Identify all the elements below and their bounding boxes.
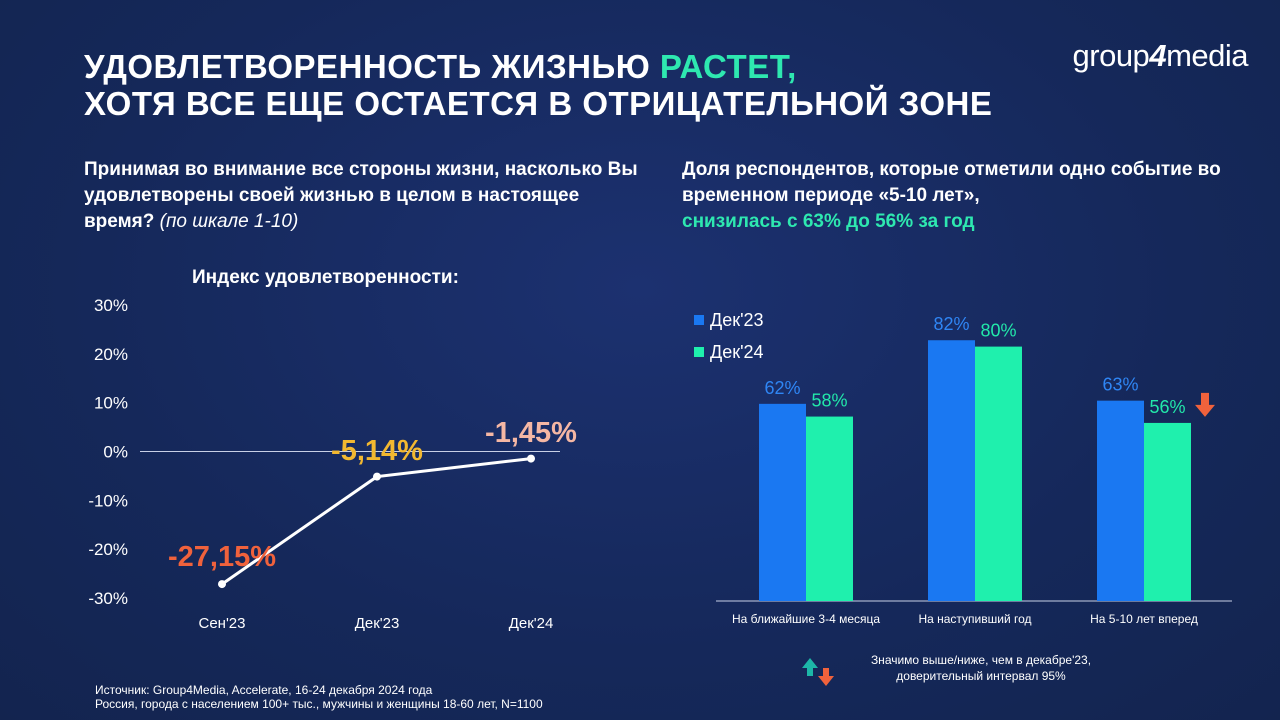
bar (1097, 400, 1144, 601)
down-arrow-icon (1195, 392, 1215, 417)
data-point (527, 454, 535, 463)
significance-note: Значимо выше/ниже, чем в декабре'23, дов… (856, 652, 1106, 684)
x-tick-label: Сен'23 (198, 615, 245, 632)
x-category-label: На 5-10 лет вперед (1090, 612, 1198, 626)
y-tick-label: 20% (94, 345, 128, 364)
bar-value-label: 62% (764, 378, 800, 398)
bar (759, 403, 806, 601)
significance-line1: Значимо выше/ниже, чем в декабре'23, (870, 653, 1092, 667)
bar-value-label: 82% (933, 314, 969, 334)
legend-item-dec24: Дек'24 (694, 336, 764, 368)
x-tick-label: Дек'23 (355, 615, 400, 632)
bar-heading-text: Доля респондентов, которые отметили одно… (682, 159, 1221, 206)
bar-value-label: 56% (1149, 397, 1185, 417)
data-label: -1,45% (485, 417, 577, 449)
legend-swatch-dec24 (694, 347, 704, 357)
y-tick-label: -30% (88, 589, 128, 608)
x-tick-label: Дек'24 (509, 615, 554, 632)
question-text: Принимая во внимание все стороны жизни, … (84, 159, 638, 232)
bar-value-label: 63% (1102, 375, 1138, 395)
bar (975, 346, 1022, 601)
y-tick-label: -20% (88, 540, 128, 559)
data-point (218, 580, 226, 589)
source-line2: Россия, города с населением 100+ тыс., м… (95, 697, 543, 711)
up-down-arrows-icon (802, 658, 834, 686)
legend-swatch-dec23 (694, 315, 704, 325)
data-label: -27,15% (168, 541, 276, 573)
survey-question: Принимая во внимание все стороны жизни, … (84, 157, 644, 235)
data-point (373, 472, 381, 481)
legend-item-dec23: Дек'23 (694, 304, 764, 336)
bar (806, 416, 853, 601)
source-footnote: Источник: Group4Media, Accelerate, 16-24… (95, 683, 543, 711)
source-line1: Источник: Group4Media, Accelerate, 16-24… (95, 683, 433, 697)
question-scale-note: (по шкале 1-10) (159, 211, 299, 232)
bar-chart-heading: Доля респондентов, которые отметили одно… (682, 157, 1242, 235)
x-category-label: На наступивший год (918, 612, 1031, 626)
bar-heading-accent: снизилась с 63% до 56% за год (682, 211, 975, 232)
bar-value-label: 58% (811, 391, 847, 411)
data-label: -5,14% (331, 435, 423, 467)
bar-value-label: 80% (980, 321, 1016, 341)
legend-label-dec24: Дек'24 (710, 341, 764, 362)
title-line1-prefix: УДОВЛЕТВОРЕННОСТЬ ЖИЗНЬЮ (84, 48, 660, 85)
bar-chart-legend: Дек'23 Дек'24 (694, 304, 764, 368)
line-chart-title: Индекс удовлетворенности: (192, 267, 459, 288)
title-line1-accent: РАСТЕТ, (659, 48, 797, 85)
significance-line2: доверительный интервал 95% (896, 669, 1066, 683)
bar (928, 340, 975, 601)
title-line2: ХОТЯ ВСЕ ЕЩЕ ОСТАЕТСЯ В ОТРИЦАТЕЛЬНОЙ ЗО… (84, 85, 993, 122)
y-tick-label: -10% (88, 491, 128, 510)
y-tick-label: 10% (94, 394, 128, 413)
slide-title: УДОВЛЕТВОРЕННОСТЬ ЖИЗНЬЮ РАСТЕТ, ХОТЯ ВС… (84, 48, 992, 122)
x-category-label: На ближайшие 3-4 месяца (732, 612, 880, 626)
group4media-logo: group4media (1072, 38, 1249, 73)
bar (1144, 422, 1191, 601)
y-tick-label: 30% (94, 296, 128, 315)
y-tick-label: 0% (103, 443, 128, 462)
legend-label-dec23: Дек'23 (710, 309, 764, 330)
